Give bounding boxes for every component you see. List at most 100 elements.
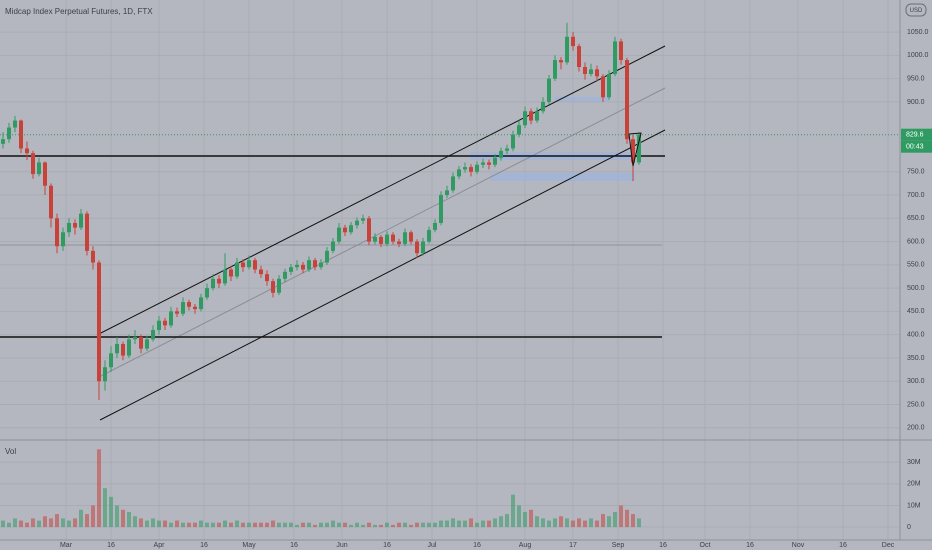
last-price: 829.6: [906, 132, 924, 139]
x-tick-label: 16: [290, 542, 298, 549]
volume-bar: [421, 522, 425, 528]
volume-bar: [637, 518, 641, 528]
volume-bar: [253, 522, 257, 528]
candle-body: [37, 162, 41, 175]
y-tick-label: 700.0: [907, 192, 925, 199]
candle-body: [91, 250, 95, 263]
volume-bar: [451, 518, 455, 528]
candle-body: [229, 269, 233, 277]
volume-bar: [271, 520, 275, 528]
x-tick-label: 16: [473, 542, 481, 549]
candle-body: [295, 264, 299, 268]
volume-bar: [601, 514, 605, 528]
candle-body: [175, 311, 179, 314]
y-tick-label: 750.0: [907, 169, 925, 176]
candle-body: [169, 311, 173, 326]
candle-body: [121, 343, 125, 356]
y-tick-label: 1050.0: [907, 29, 929, 36]
volume-bar: [115, 505, 119, 528]
volume-bar: [235, 520, 239, 528]
candle-body: [373, 236, 377, 242]
volume-bar: [511, 494, 515, 528]
candle-body: [67, 222, 71, 233]
candle-body: [313, 260, 317, 268]
candle-body: [589, 69, 593, 75]
volume-bar: [427, 522, 431, 528]
volume-bar: [211, 522, 215, 528]
chart-title: Midcap Index Perpetual Futures, 1D, FTX: [5, 7, 153, 16]
y-tick-label: 650.0: [907, 215, 925, 222]
vol-tick-label: 10M: [907, 502, 921, 509]
x-tick-label: May: [242, 542, 256, 549]
volume-bar: [433, 522, 437, 528]
volume-bar: [121, 509, 125, 528]
candle-body: [85, 213, 89, 251]
candle-body: [133, 336, 137, 340]
candle-body: [199, 297, 203, 310]
candle-body: [547, 78, 551, 102]
candle-body: [79, 213, 83, 228]
volume-bar: [19, 520, 23, 528]
candle-body: [301, 264, 305, 270]
candle-body: [223, 269, 227, 284]
candle-body: [247, 260, 251, 268]
candle-body: [577, 46, 581, 68]
volume-bar: [355, 522, 359, 528]
currency-box[interactable]: [905, 3, 927, 17]
vol-tick-label: 0: [907, 524, 911, 531]
volume-bar: [379, 524, 383, 528]
volume-bar: [1, 520, 5, 528]
candle-body: [253, 260, 257, 270]
candle-body: [31, 153, 35, 175]
candle-body: [523, 111, 527, 126]
volume-bar: [403, 522, 407, 528]
candle-body: [205, 288, 209, 298]
candle-body: [337, 227, 341, 242]
volume-bar: [49, 518, 53, 528]
volume-bar: [559, 516, 563, 528]
candle-body: [49, 185, 53, 219]
candle-body: [631, 139, 635, 163]
x-tick-label: Oct: [700, 542, 711, 549]
volume-bar: [313, 524, 317, 528]
candle-body: [469, 167, 473, 172]
candle-body: [565, 36, 569, 63]
candle-body: [559, 60, 563, 63]
volume-bar: [295, 524, 299, 528]
candle-body: [499, 150, 503, 158]
volume-bar: [361, 524, 365, 528]
candle-body: [415, 241, 419, 254]
price-tag: [901, 128, 932, 141]
price-tags: 829.6 00:43: [901, 128, 932, 153]
x-tick-label: Sep: [612, 542, 625, 549]
volume-bar: [73, 518, 77, 528]
volume-bar: [529, 509, 533, 528]
y-tick-label: 1000.0: [907, 52, 929, 59]
candle-body: [217, 278, 221, 284]
candle-body: [289, 267, 293, 272]
volume-bar: [325, 522, 329, 528]
candle-body: [625, 60, 629, 140]
candle-body: [421, 241, 425, 254]
candle-body: [385, 234, 389, 244]
volume-bar: [409, 524, 413, 528]
candle-body: [187, 302, 191, 307]
x-tick-label: 17: [569, 542, 577, 549]
currency[interactable]: USD: [910, 8, 923, 14]
candle-body: [517, 125, 521, 135]
candle-body: [505, 148, 509, 151]
candle-body: [445, 190, 449, 196]
candle-body: [427, 229, 431, 242]
volume-bar: [439, 520, 443, 528]
candle-body: [331, 241, 335, 251]
candle-body: [361, 218, 365, 221]
candle-body: [367, 218, 371, 242]
candle-body: [211, 278, 215, 289]
volume-bar: [517, 505, 521, 528]
candle-body: [541, 101, 545, 112]
volume-bar: [457, 520, 461, 528]
candle-body: [349, 225, 353, 233]
candle-body: [343, 227, 347, 233]
candle-body: [451, 176, 455, 191]
